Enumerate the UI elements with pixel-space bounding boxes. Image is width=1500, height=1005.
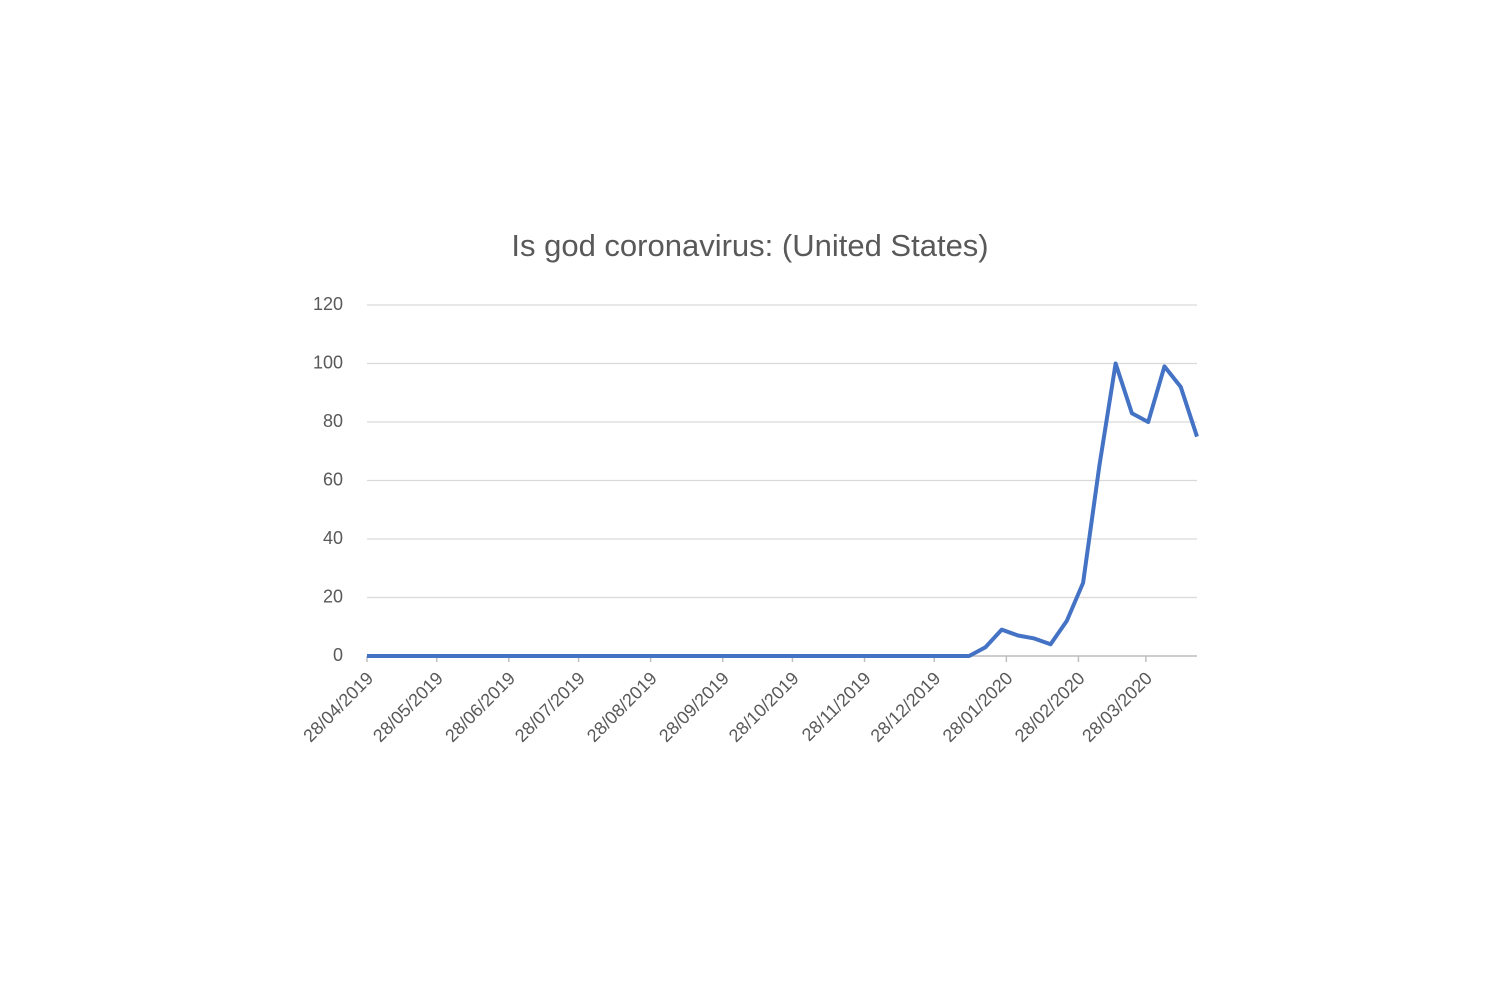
y-tick-label: 120 — [313, 294, 343, 314]
x-tick-label: 28/07/2019 — [511, 668, 589, 746]
x-tick-label: 28/01/2020 — [939, 668, 1017, 746]
data-line — [367, 361, 1199, 658]
y-tick-label: 60 — [323, 469, 343, 489]
y-tick-label: 20 — [323, 586, 343, 606]
x-tick-label: 28/08/2019 — [583, 668, 661, 746]
x-tick-label: 28/04/2019 — [299, 668, 377, 746]
x-tick-label: 28/03/2020 — [1078, 668, 1156, 746]
x-tick-label: 28/09/2019 — [655, 668, 733, 746]
x-tick-label: 28/11/2019 — [798, 668, 875, 745]
y-tick-label: 0 — [333, 645, 343, 665]
chart-title: Is god coronavirus: (United States) — [511, 228, 988, 263]
y-tick-label: 80 — [323, 411, 343, 431]
x-tick-label: 28/06/2019 — [441, 668, 519, 746]
x-tick-label: 28/10/2019 — [725, 668, 803, 746]
y-tick-label: 100 — [313, 352, 343, 372]
y-tick-label: 40 — [323, 528, 343, 548]
x-tick-label: 28/12/2019 — [867, 668, 945, 746]
x-tick-label: 28/02/2020 — [1011, 668, 1089, 746]
x-tick-label: 28/05/2019 — [369, 668, 447, 746]
